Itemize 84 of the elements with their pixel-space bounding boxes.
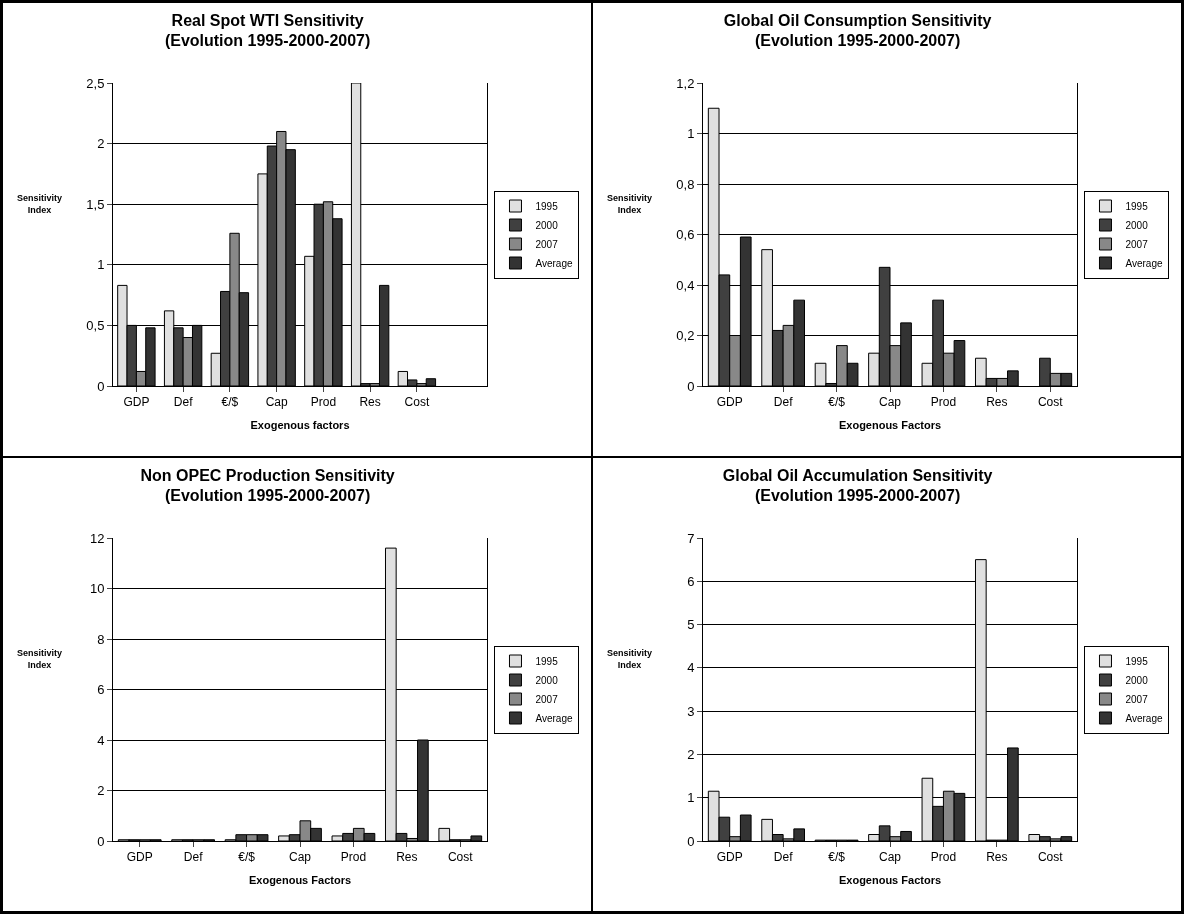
y-tick-label: 1 [97,257,105,273]
y-tick-label: 5 [687,617,695,633]
y-tick-label: 1,5 [86,196,105,212]
y-tick-label: 1 [687,790,695,806]
y-tick-label: 12 [89,530,105,546]
chart-title: Non OPEC Production Sensitivity (Evolution 1995-2000-2007) [140,466,395,505]
legend-label: Average [1125,257,1163,269]
y-tick-label: 0,8 [676,176,695,192]
x-tick-label: €/$ [238,850,256,865]
y-tick-label: 10 [89,581,105,597]
y-tick-label: 6 [97,682,105,698]
x-tick-label: Prod [930,395,957,410]
y-tick-label: 0,6 [676,227,695,243]
x-tick-label: GDP [126,850,153,865]
x-tick-label: Cap [265,395,288,410]
y-tick-label: 0,2 [676,328,695,344]
legend-label: 1995 [535,655,559,667]
x-tick-label: Res [359,395,381,410]
legend-label: 1995 [535,200,559,212]
legend-label: Average [1125,712,1163,724]
x-tick-label: Cap [878,395,902,410]
y-tick-label: 1 [687,126,695,142]
legend-label: 2007 [535,693,559,705]
y-tick-label: 6 [687,573,695,589]
y-tick-label: 0 [97,378,105,394]
x-tick-label: GDP [123,395,150,410]
x-axis-title: Exogenous factors [250,419,350,431]
y-tick-label: 3 [687,703,695,719]
x-tick-label: GDP [716,395,743,410]
legend-label: 2000 [535,674,559,686]
y-axis-title: Sensitivity Index [607,193,653,215]
y-tick-label: 0,5 [86,317,105,333]
y-tick-label: 0 [687,833,695,849]
y-tick-label: 2,5 [86,75,105,91]
x-tick-label: Prod [310,395,337,410]
legend-label: 2000 [1125,674,1149,686]
x-tick-label: Cap [288,850,312,865]
legend-label: 2000 [1125,219,1149,231]
legend-label: 2007 [1125,238,1149,250]
x-tick-label: €/$ [828,395,846,410]
y-axis-title: Sensitivity Index [17,193,63,215]
legend-label: Average [535,712,573,724]
legend-label: 2007 [1125,693,1149,705]
y-tick-label: 0,4 [676,277,695,293]
legend-label: 2007 [535,238,559,250]
x-tick-label: Def [773,395,794,410]
y-tick-label: 2 [687,746,695,762]
x-tick-label: Def [173,395,194,410]
legend-label: 1995 [1125,655,1149,667]
x-tick-label: Cost [404,395,430,410]
x-tick-label: Res [396,850,418,865]
y-tick-label: 7 [687,530,695,546]
chart-title: Global Oil Accumulation Sensitivity (Evolution 1995-2000-2007) [722,466,993,505]
y-tick-label: 0 [687,378,695,394]
y-axis-title: Sensitivity Index [17,648,63,670]
y-tick-label: 1,2 [676,75,695,91]
x-axis-title: Exogenous Factors [248,874,352,886]
x-tick-label: Cost [1037,850,1064,865]
x-tick-label: Cap [878,850,902,865]
x-tick-label: Def [773,850,794,865]
x-tick-label: Prod [930,850,957,865]
x-tick-label: Cost [447,850,474,865]
legend-label: 2000 [535,219,559,231]
y-tick-label: 0 [97,833,105,849]
x-tick-label: €/$ [221,395,239,410]
legend-label: Average [535,257,573,269]
y-tick-label: 4 [687,660,695,676]
y-tick-label: 4 [97,732,105,748]
y-axis-title: Sensitivity Index [607,648,653,670]
x-tick-label: Res [986,850,1008,865]
y-tick-label: 2 [97,136,105,152]
x-tick-label: €/$ [828,850,846,865]
x-axis-title: Exogenous Factors [838,419,942,431]
x-axis-title: Exogenous Factors [838,874,942,886]
legend-label: 1995 [1125,200,1149,212]
x-tick-label: Cost [1037,395,1064,410]
y-tick-label: 2 [97,783,105,799]
y-tick-label: 8 [97,631,105,647]
chart-title: Real Spot WTI Sensitivity (Evolution 1995-2000-2007) [164,11,371,50]
x-tick-label: Def [183,850,204,865]
x-tick-label: Res [986,395,1008,410]
x-tick-label: Prod [340,850,367,865]
x-tick-label: GDP [716,850,743,865]
chart-title: Global Oil Consumption Sensitivity (Evolution 1995-2000-2007) [723,11,992,50]
